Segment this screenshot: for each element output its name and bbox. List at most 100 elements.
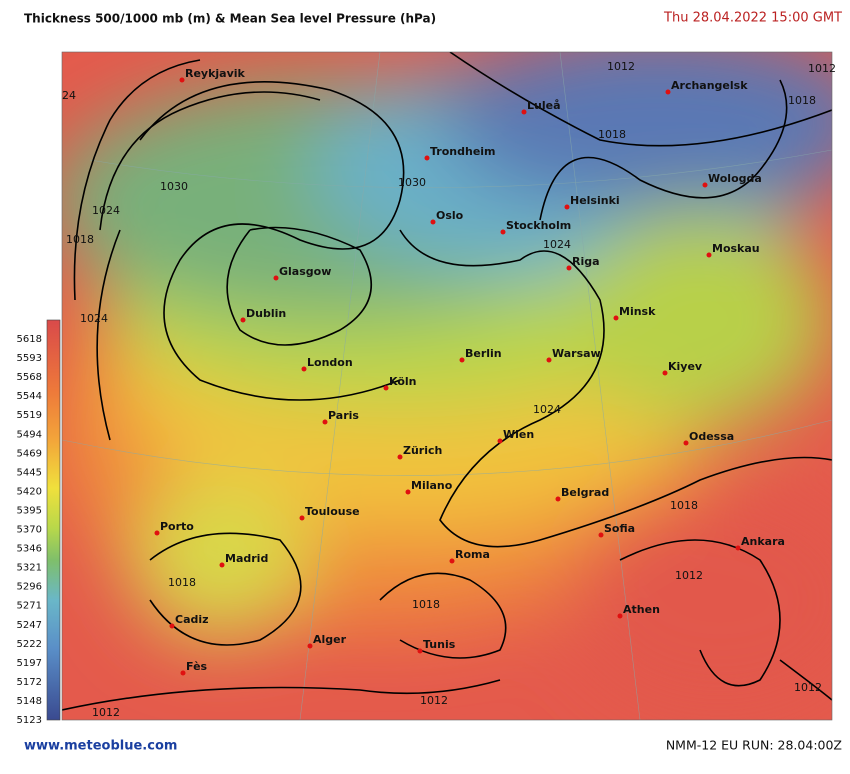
city-marker <box>500 229 506 235</box>
legend-label: 5222 <box>17 639 42 650</box>
city-label: Berlin <box>465 347 502 360</box>
city-label: Trondheim <box>430 145 496 158</box>
isobar-label: 1018 <box>598 128 626 141</box>
site-link[interactable]: www.meteoblue.com <box>24 739 177 754</box>
legend-label: 5197 <box>17 658 42 669</box>
city-label: Stockholm <box>506 219 571 232</box>
legend-label: 5321 <box>17 563 42 574</box>
city-marker <box>169 623 175 629</box>
city-label: Belgrad <box>561 486 609 499</box>
city-marker <box>665 89 671 95</box>
isobar <box>73 59 201 301</box>
city-label: Luleå <box>527 99 561 112</box>
city-label: Toulouse <box>305 505 360 518</box>
graticule-line <box>89 149 832 188</box>
isobar <box>399 229 832 548</box>
field-lime-east <box>570 210 830 430</box>
legend-label: 5296 <box>17 582 42 593</box>
legend-label: 5568 <box>17 372 42 383</box>
city-marker <box>219 562 225 568</box>
isobar-label: 1024 <box>533 403 561 416</box>
legend-label: 5494 <box>17 429 42 440</box>
city-marker <box>564 204 570 210</box>
city-label: Reykjavik <box>185 67 246 80</box>
isobar-label: 1030 <box>160 180 188 193</box>
city-label: Roma <box>455 548 490 561</box>
city-label: Riga <box>572 255 600 268</box>
legend-label: 5593 <box>17 353 42 364</box>
graticule-line <box>299 52 381 720</box>
isobar-label: 1018 <box>788 94 816 107</box>
isobar-label: 1018 <box>412 598 440 611</box>
model-run: NMM-12 EU RUN: 28.04:00Z <box>666 738 842 753</box>
isobar-label: 1018 <box>168 576 196 589</box>
city-marker <box>521 109 527 115</box>
city-label: Sofia <box>604 522 635 535</box>
map-frame <box>61 51 833 721</box>
isobar-label: 1024 <box>92 204 120 217</box>
city-marker <box>322 419 328 425</box>
city-label: Wien <box>503 428 534 441</box>
isobar-label: 1018 <box>670 499 698 512</box>
city-marker <box>240 317 246 323</box>
city-marker <box>299 515 305 521</box>
isobar-label: 1012 <box>92 706 120 719</box>
city-marker <box>555 496 561 502</box>
legend-label: 5445 <box>17 467 42 478</box>
city-label: Alger <box>313 633 347 646</box>
city-marker <box>662 370 668 376</box>
map-title: Thickness 500/1000 mb (m) & Mean Sea lev… <box>24 12 436 26</box>
legend-label: 5395 <box>17 505 42 516</box>
city-label: Milano <box>411 479 453 492</box>
city-label: London <box>307 356 353 369</box>
valid-time: Thu 28.04.2022 15:00 GMT <box>663 11 842 26</box>
city-marker <box>459 357 465 363</box>
map-area <box>62 52 832 720</box>
isobar <box>139 81 405 401</box>
city-marker <box>617 613 623 619</box>
city-marker <box>683 440 689 446</box>
isobar-label: 1024 <box>80 312 108 325</box>
city-marker <box>417 648 423 654</box>
city-label: Köln <box>389 375 417 388</box>
city-label: Zürich <box>403 444 442 457</box>
isobar-label: 1012 <box>607 60 635 73</box>
legend-label: 5370 <box>17 525 42 536</box>
thickness-field <box>62 52 832 710</box>
city-marker <box>497 438 503 444</box>
isobar <box>619 539 781 687</box>
city-label: Glasgow <box>279 265 331 278</box>
isobar-label: 1012 <box>794 681 822 694</box>
city-label: Ankara <box>741 535 785 548</box>
city-marker <box>273 275 279 281</box>
isobars <box>62 52 832 711</box>
legend-label: 5123 <box>17 715 42 726</box>
city-label: Helsinki <box>570 194 620 207</box>
city-label: Wologda <box>708 172 762 185</box>
city-marker <box>702 182 708 188</box>
isobar <box>539 79 788 221</box>
city-marker <box>179 77 185 83</box>
isobar-label: 1012 <box>808 62 836 75</box>
city-marker <box>546 357 552 363</box>
city-label: Fès <box>186 660 208 673</box>
city-marker <box>180 670 186 676</box>
city-label: Cadiz <box>175 613 209 626</box>
isobar-label: 24 <box>62 89 76 102</box>
city-label: Warsaw <box>552 347 601 360</box>
isobar <box>779 659 832 701</box>
city-marker <box>397 454 403 460</box>
city-label: Madrid <box>225 552 268 565</box>
legend-label: 5172 <box>17 677 42 688</box>
city-marker <box>154 530 160 536</box>
city-label: Athen <box>623 603 660 616</box>
isobar-label: 1012 <box>420 694 448 707</box>
legend-label: 5469 <box>17 448 42 459</box>
city-label: Oslo <box>436 209 464 222</box>
legend-label: 5519 <box>17 410 42 421</box>
isobar-label: 1018 <box>66 233 94 246</box>
field-red-east <box>570 490 832 710</box>
isobar <box>449 52 832 147</box>
